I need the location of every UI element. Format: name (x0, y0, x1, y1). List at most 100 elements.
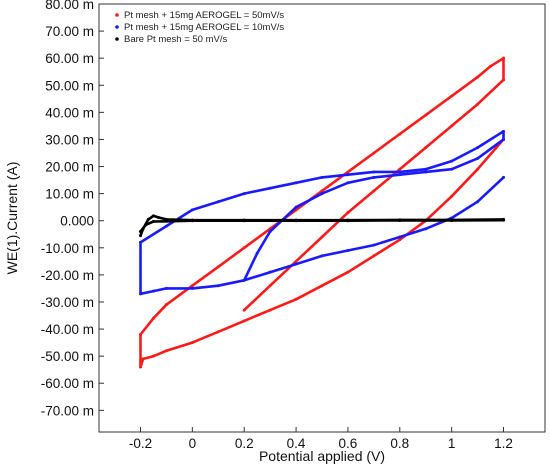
y-tick-label: -60.00 m (41, 376, 94, 391)
data-point (242, 278, 246, 282)
y-tick-label: -30.00 m (41, 295, 94, 310)
data-point (164, 303, 168, 307)
x-tick-label: 0.6 (339, 436, 358, 451)
data-point (242, 319, 246, 323)
data-point (398, 167, 402, 171)
x-tick-label: 0.8 (390, 436, 409, 451)
data-point (372, 189, 376, 193)
data-point (268, 230, 272, 234)
x-tick-label: 0 (189, 436, 197, 451)
data-point (450, 159, 454, 163)
data-point (502, 175, 506, 179)
data-point (138, 332, 142, 336)
data-point (346, 219, 350, 223)
data-point (242, 308, 246, 312)
data-point (294, 219, 298, 223)
data-point (157, 215, 161, 219)
y-tick-label: -70.00 m (41, 403, 94, 418)
legend-label: Pt mesh + 15mg AEROGEL = 10mV/s (124, 22, 284, 33)
y-tick-label: 40.00 m (45, 105, 94, 120)
y-tick-label: -40.00 m (41, 322, 94, 337)
y-tick-label: -10.00 m (41, 241, 94, 256)
data-point (346, 270, 350, 274)
data-point (450, 194, 454, 198)
data-point (424, 146, 428, 150)
x-tick-label: 0.2 (235, 436, 254, 451)
data-point (372, 175, 376, 179)
legend-marker (115, 13, 119, 17)
data-point (164, 286, 168, 290)
data-point (372, 254, 376, 258)
data-point (450, 94, 454, 98)
data-point (255, 251, 259, 255)
data-point (164, 224, 168, 228)
data-point (502, 56, 506, 60)
y-tick-label: 20.00 m (45, 160, 94, 175)
data-point (372, 151, 376, 155)
data-point (424, 167, 428, 171)
x-tick-label: -0.2 (129, 436, 152, 451)
data-point (346, 173, 350, 177)
data-point (216, 330, 220, 334)
data-point (268, 270, 272, 274)
data-point (294, 297, 298, 301)
data-point (294, 259, 298, 263)
data-point (476, 200, 480, 204)
legend: Pt mesh + 15mg AEROGEL = 50mV/sPt mesh +… (115, 10, 284, 45)
data-point (398, 235, 402, 239)
series-layer (138, 56, 506, 369)
data-point (151, 220, 155, 224)
data-point (151, 354, 155, 358)
data-point (242, 219, 246, 223)
data-point (294, 181, 298, 185)
data-point (190, 219, 194, 223)
data-point (138, 230, 142, 234)
data-point (372, 243, 376, 247)
data-point (268, 284, 272, 288)
data-point (320, 254, 324, 258)
data-point (190, 286, 194, 290)
y-tick-label: -20.00 m (41, 268, 94, 283)
data-point (138, 234, 142, 238)
x-tick-label: 0.4 (287, 436, 306, 451)
data-point (138, 292, 142, 296)
data-point (346, 249, 350, 253)
data-point (502, 129, 506, 133)
data-point (424, 227, 428, 231)
data-point (476, 156, 480, 160)
y-axis-title: WE(1).Current (A) (4, 162, 20, 275)
legend-marker (115, 25, 119, 29)
data-point (502, 218, 506, 222)
data-point (450, 218, 454, 222)
data-point (489, 64, 493, 68)
legend-label: Pt mesh + 15mg AEROGEL = 50mV/s (124, 10, 284, 21)
data-point (346, 181, 350, 185)
legend-marker (115, 37, 119, 41)
data-point (151, 289, 155, 293)
data-point (151, 316, 155, 320)
data-point (190, 284, 194, 288)
data-point (216, 284, 220, 288)
data-point (320, 284, 324, 288)
data-point (320, 189, 324, 193)
data-point (346, 211, 350, 215)
data-point (190, 208, 194, 212)
data-point (164, 219, 168, 223)
data-point (320, 235, 324, 239)
y-tick-label: 10.00 m (45, 187, 94, 202)
data-point (268, 308, 272, 312)
y-tick-label: 70.00 m (45, 24, 94, 39)
data-point (424, 113, 428, 117)
data-point (164, 349, 168, 353)
legend-label: Bare Pt mesh = 50 mV/s (124, 34, 227, 45)
data-point (151, 214, 155, 218)
data-point (450, 124, 454, 128)
x-axis-title: Potential applied (V) (259, 448, 385, 464)
data-point (138, 365, 142, 369)
data-point (146, 217, 150, 221)
data-point (476, 146, 480, 150)
data-point (476, 167, 480, 171)
y-tick-label: -50.00 m (41, 349, 94, 364)
data-point (138, 240, 142, 244)
